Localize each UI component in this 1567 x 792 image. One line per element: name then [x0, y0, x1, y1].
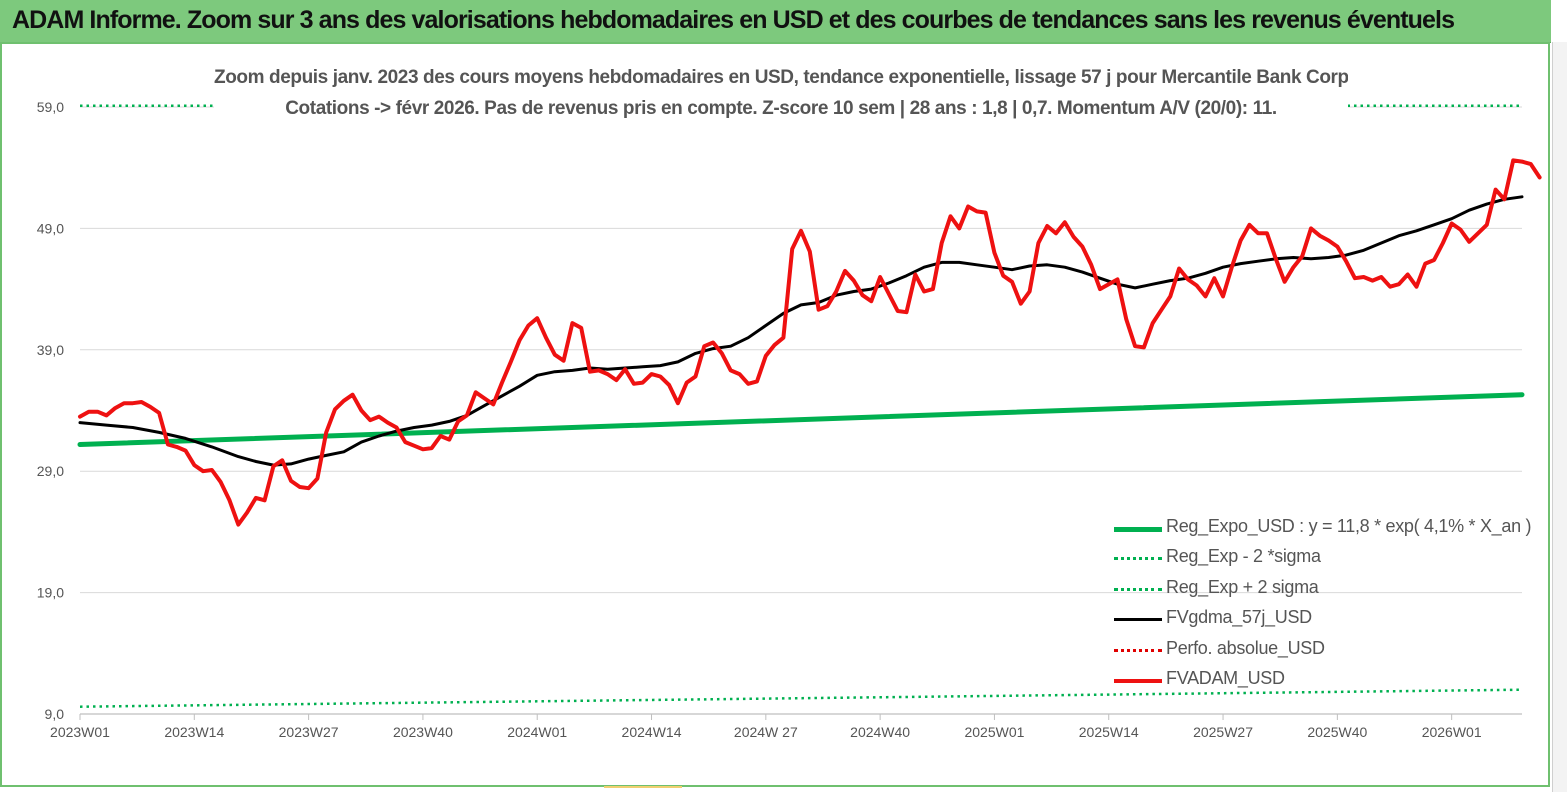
legend-swatch-1 — [1114, 557, 1162, 561]
y-tick-label-5: 59,0 — [37, 99, 64, 115]
series-line-3 — [78, 195, 1524, 467]
x-tick-label-0: 2023W01 — [50, 724, 110, 740]
x-tick-label-11: 2025W40 — [1307, 724, 1367, 740]
resize-handle[interactable] — [604, 786, 682, 788]
x-tick-label-12: 2026W01 — [1422, 724, 1482, 740]
x-tick-label-2: 2023W27 — [279, 724, 339, 740]
x-tick-label-7: 2024W40 — [850, 724, 910, 740]
series-line-0 — [77, 392, 1525, 447]
x-tick-label-10: 2025W27 — [1193, 724, 1253, 740]
legend-label-3: FVgdma_57j_USD — [1166, 607, 1312, 628]
series-line-5 — [78, 158, 1542, 527]
x-tick-label-3: 2023W40 — [393, 724, 453, 740]
y-tick-label-3: 39,0 — [37, 342, 64, 358]
chart-title-line2: Cotations -> févr 2026. Pas de revenus p… — [214, 96, 1348, 122]
y-tick-label-4: 49,0 — [37, 220, 64, 236]
x-tick-label-1: 2023W14 — [164, 724, 224, 740]
page-title: ADAM Informe. Zoom sur 3 ans des valoris… — [12, 6, 1455, 34]
chart-legend: Reg_Expo_USD : y = 11,8 * exp( 4,1% * X_… — [1112, 513, 1531, 695]
legend-label-2: Reg_Exp + 2 sigma — [1166, 576, 1319, 597]
chart-title-line1: Zoom depuis janv. 2023 des cours moyens … — [214, 65, 1348, 91]
legend-item-4: Perfo. absolue_USD — [1112, 635, 1517, 665]
legend-label-5: FVADAM_USD — [1166, 667, 1285, 688]
legend-label-1: Reg_Exp - 2 *sigma — [1166, 546, 1321, 567]
legend-item-2: Reg_Exp + 2 sigma — [1112, 574, 1517, 604]
scrollbar-strip[interactable] — [1552, 42, 1567, 792]
legend-swatch-5 — [1114, 678, 1162, 683]
chart-frame — [0, 42, 1550, 787]
legend-swatch-4 — [1114, 648, 1162, 652]
legend-item-1: Reg_Exp - 2 *sigma — [1112, 543, 1517, 573]
legend-item-0: Reg_Expo_USD : y = 11,8 * exp( 4,1% * X_… — [1112, 513, 1531, 543]
legend-item-3: FVgdma_57j_USD — [1112, 604, 1517, 634]
legend-swatch-0 — [1114, 527, 1162, 532]
legend-label-4: Perfo. absolue_USD — [1166, 637, 1325, 658]
legend-item-5: FVADAM_USD — [1112, 665, 1517, 695]
x-tick-label-5: 2024W14 — [622, 724, 682, 740]
x-tick-label-9: 2025W14 — [1079, 724, 1139, 740]
legend-swatch-2 — [1114, 587, 1162, 591]
legend-label-0: Reg_Expo_USD : y = 11,8 * exp( 4,1% * X_… — [1166, 516, 1532, 536]
y-tick-label-2: 29,0 — [37, 463, 64, 479]
y-tick-label-1: 19,0 — [37, 585, 64, 601]
y-tick-label-0: 9,0 — [45, 706, 65, 722]
x-tick-label-6: 2024W 27 — [734, 724, 798, 740]
legend-swatch-3 — [1114, 618, 1162, 622]
x-tick-label-4: 2024W01 — [507, 724, 567, 740]
header-banner: ADAM Informe. Zoom sur 3 ans des valoris… — [0, 0, 1551, 43]
x-tick-label-8: 2025W01 — [964, 724, 1024, 740]
